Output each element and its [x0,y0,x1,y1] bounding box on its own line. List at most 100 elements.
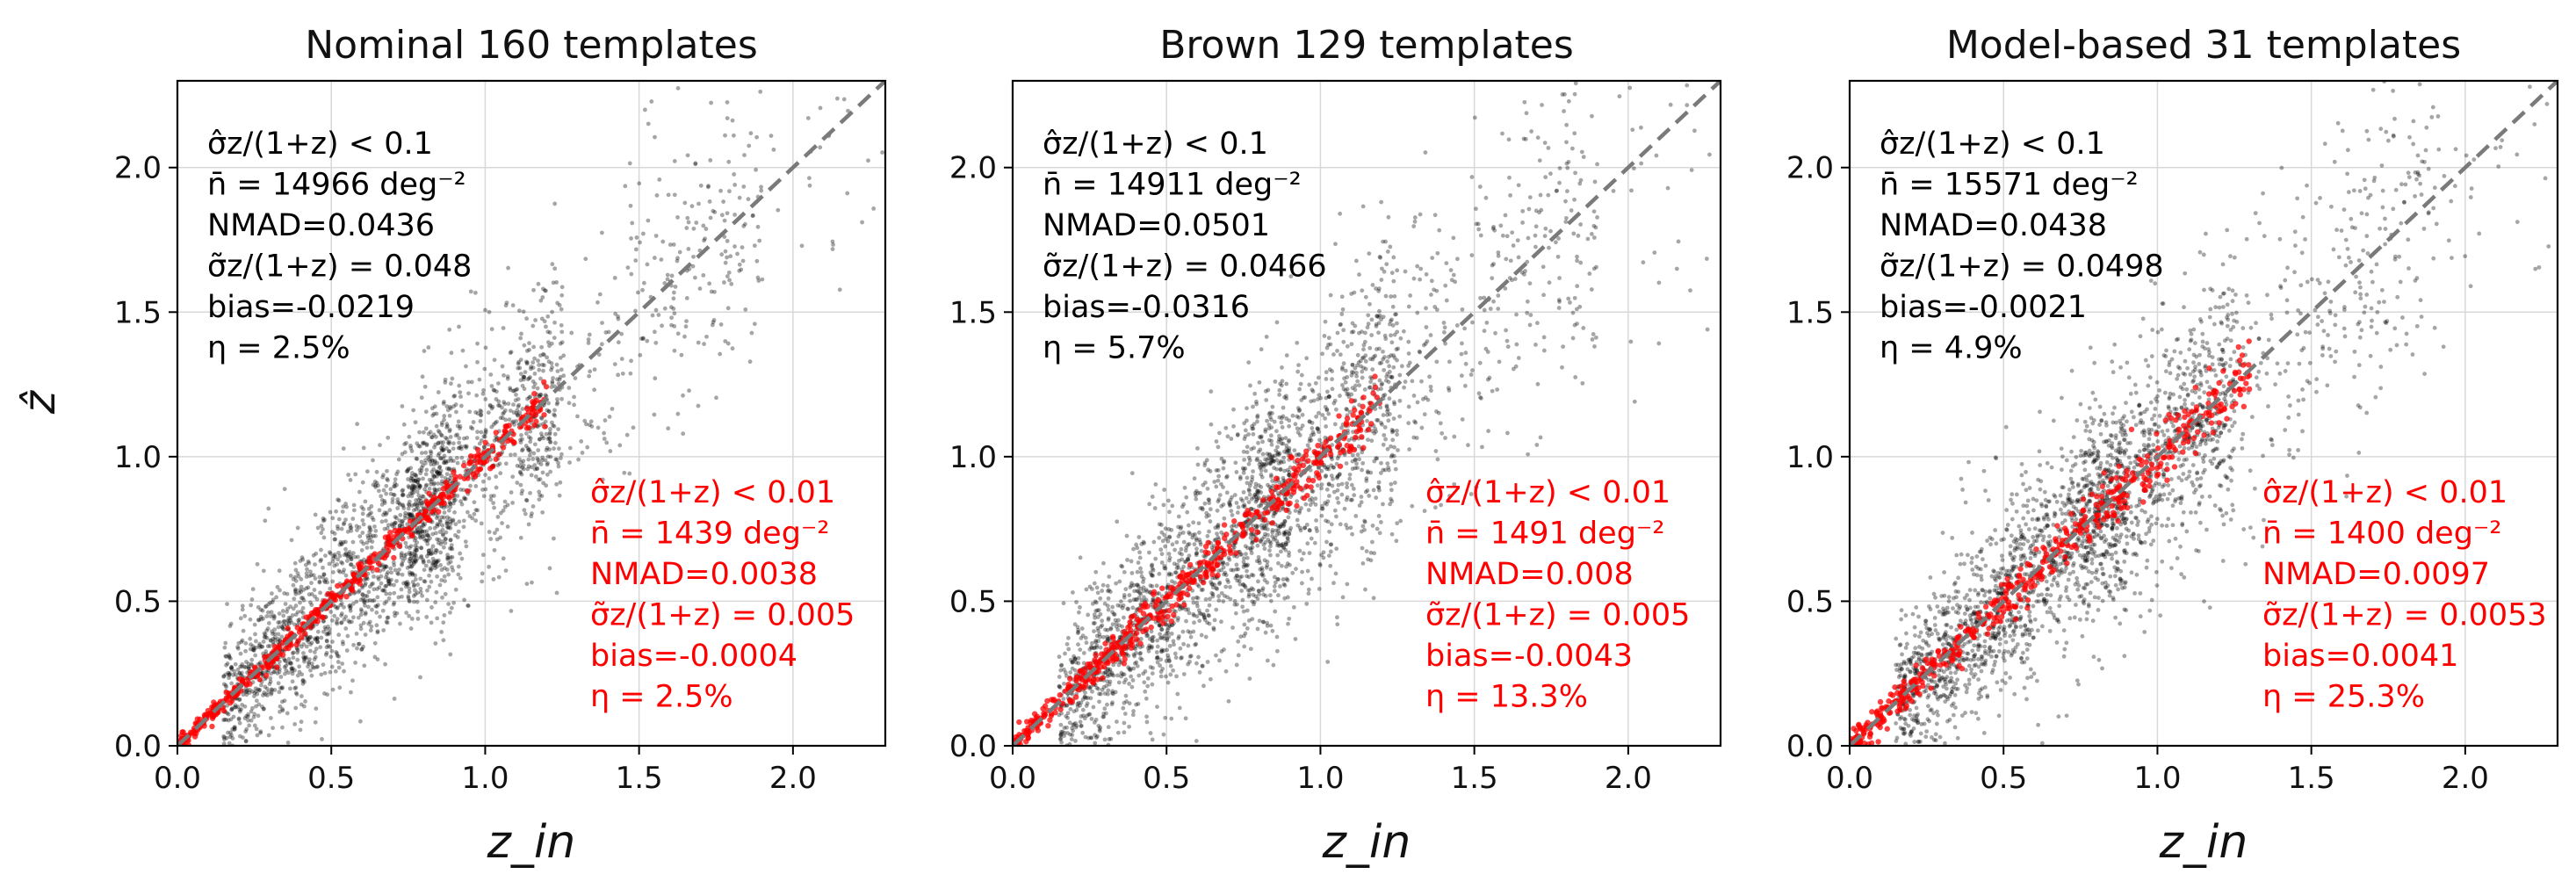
data-point-all [446,524,451,530]
data-point-all [285,661,291,666]
data-point-all [541,436,546,441]
data-point-all [572,402,577,408]
data-point-all [1221,599,1226,603]
data-point-all [1175,618,1180,623]
data-point-all [1415,264,1420,269]
data-point-all [475,359,480,365]
data-point-all [1080,707,1086,712]
data-point-all [706,184,711,189]
data-point-all [1155,638,1159,643]
data-point-all [336,526,341,531]
data-point-all [723,133,727,138]
data-point-all [521,466,526,472]
data-point-all [1460,341,1464,346]
data-point-all [290,671,295,676]
data-point-all [1100,589,1105,593]
data-point-all [358,597,364,603]
data-point-all [566,386,572,390]
data-point-selected [262,654,268,660]
data-point-selected [178,733,184,739]
data-point-all [612,362,617,366]
data-point-all [1240,498,1245,503]
data-point-all [1421,343,1426,348]
data-point-all [1279,563,1284,568]
data-point-all [1127,667,1132,672]
data-point-all [269,715,273,720]
data-point-all [412,484,417,489]
data-point-all [711,208,716,213]
data-point-all [544,288,548,293]
data-point-all [1277,387,1282,393]
data-point-all [456,572,461,577]
data-point-all [335,621,340,626]
data-point-all [498,535,503,540]
data-point-all [523,497,529,502]
data-point-all [271,669,277,675]
data-point-all [1333,407,1339,412]
data-point-all [547,437,552,441]
data-point-all [422,349,427,353]
data-point-all [412,549,417,554]
data-point-all [543,288,547,293]
data-point-all [1629,188,1634,193]
data-point-all [386,582,392,587]
data-point-all [1094,685,1100,690]
data-point-all [332,613,337,618]
data-point-all [444,437,450,441]
data-point-all [395,500,400,505]
data-point-all [1284,381,1289,387]
data-point-all [1250,477,1255,482]
data-point-all [1245,608,1250,613]
data-point-all [1434,288,1440,293]
data-point-all [1482,329,1487,334]
data-point-all [457,440,462,445]
data-point-all [1221,485,1225,489]
data-point-all [321,565,325,570]
data-point-all [418,576,423,582]
data-point-all [1105,702,1109,707]
data-point-all [1427,374,1432,379]
data-point-all [230,736,235,741]
data-point-all [1296,408,1302,414]
data-point-all [1283,531,1288,537]
data-point-all [262,706,266,712]
data-point-all [1516,356,1521,360]
data-point-all [427,551,431,556]
data-point-all [1576,233,1581,238]
data-point-all [665,277,670,282]
data-point-all [481,387,486,393]
data-point-all [282,698,287,704]
data-point-all [227,653,232,657]
data-point-all [349,525,354,530]
data-point-all [394,472,399,477]
data-point-all [415,609,421,614]
data-point-all [1656,280,1662,285]
data-point-all [416,486,422,491]
data-point-all [248,647,253,652]
data-point-all [1095,625,1100,631]
data-point-all [351,508,357,513]
data-point-all [300,678,306,683]
data-point-all [1566,159,1571,164]
data-point-all [1093,639,1098,645]
data-point-all [1096,723,1101,728]
data-point-all [1432,305,1438,309]
data-point-all [1211,625,1216,631]
data-point-all [479,521,484,526]
data-point-selected [314,611,321,618]
data-point-all [1242,504,1247,509]
data-point-all [254,726,259,732]
data-point-all [1406,339,1411,344]
data-point-all [518,535,523,540]
data-point-all [367,511,372,517]
data-point-all [413,473,417,477]
data-point-all [436,440,441,445]
data-point-all [527,452,532,458]
data-point-all [573,376,578,380]
data-point-all [334,509,338,514]
data-point-all [529,514,534,519]
data-point-all [1075,631,1080,636]
data-point-all [444,422,450,427]
data-point-all [448,610,452,615]
data-point-all [530,360,536,365]
